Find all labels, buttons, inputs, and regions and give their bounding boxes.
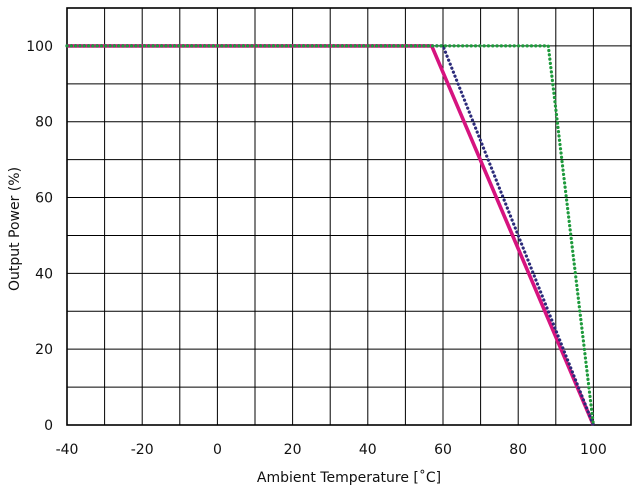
y-tick-label: 20 [35,342,53,358]
x-tick-label: 100 [580,442,607,458]
x-tick-label: -20 [131,442,154,458]
x-tick-labels: -40 -20 0 20 40 60 80 100 [56,442,607,458]
y-tick-label: 60 [35,191,53,207]
y-axis-label: Output Power (%) [7,167,23,291]
y-tick-label: 80 [35,115,53,131]
x-tick-label: -40 [56,442,79,458]
x-tick-label: 20 [284,442,302,458]
y-tick-labels: 0 20 40 60 80 100 [26,39,53,434]
y-tick-label: 0 [44,418,53,434]
plot-frame [66,7,632,426]
grid-lines [66,7,632,426]
x-tick-label: 0 [213,442,222,458]
x-tick-label: 60 [434,442,452,458]
x-axis-label: Ambient Temperature [˚C] [257,469,441,486]
x-tick-label: 40 [359,442,377,458]
y-tick-label: 100 [26,39,53,55]
x-tick-label: 80 [509,442,527,458]
y-tick-label: 40 [35,266,53,282]
series-line-3 [65,44,596,427]
series-layer [65,44,596,427]
